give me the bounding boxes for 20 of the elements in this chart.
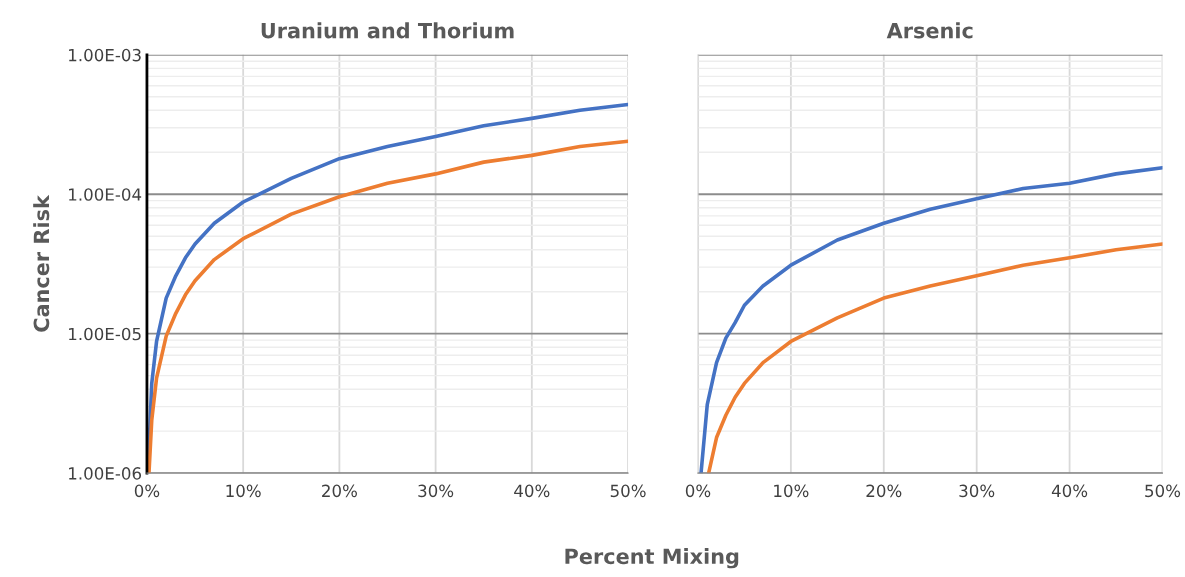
x-tick-label: 50% (610, 484, 646, 498)
x-tick-label: 40% (514, 484, 550, 498)
chart-title: Uranium and Thorium (261, 22, 514, 39)
x-tick-label: 30% (959, 484, 995, 498)
x-axis-title: Percent Mixing (565, 548, 739, 569)
x-tick-label: 20% (866, 484, 902, 498)
y-tick-label: 1.00E-05 (69, 327, 141, 341)
x-tick-label: 0% (685, 484, 711, 498)
x-tick-label: 50% (1145, 484, 1181, 498)
x-tick-label: 40% (1051, 484, 1088, 498)
y-tick-label: 1.00E-04 (69, 188, 142, 201)
x-tick-label: 20% (322, 484, 357, 498)
x-tick-label: 10% (774, 484, 809, 498)
y-tick-label: 1.00E-03 (69, 48, 141, 62)
chart-title: Arsenic (886, 22, 973, 39)
x-tick-label: 0% (134, 484, 160, 498)
y-axis-title: Cancer Risk (33, 194, 50, 332)
x-tick-label: 10% (226, 484, 261, 498)
x-tick-label: 30% (418, 484, 454, 498)
y-tick-label: 1.00E-06 (69, 467, 142, 480)
